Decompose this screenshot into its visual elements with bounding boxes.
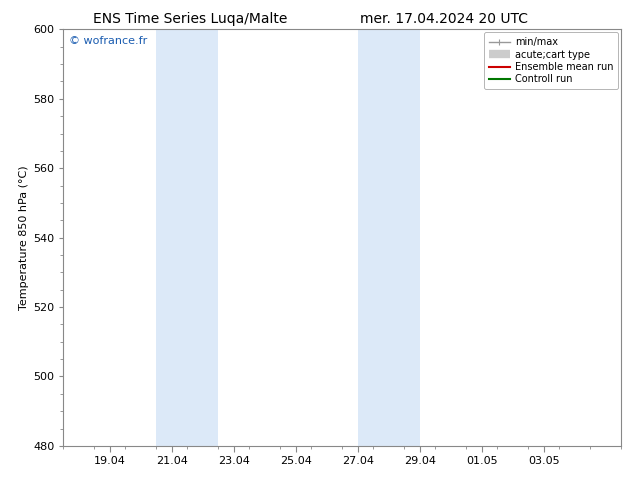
Text: ENS Time Series Luqa/Malte: ENS Time Series Luqa/Malte — [93, 12, 287, 26]
Text: mer. 17.04.2024 20 UTC: mer. 17.04.2024 20 UTC — [360, 12, 527, 26]
Bar — [358, 29, 420, 446]
Bar — [157, 29, 218, 446]
Legend: min/max, acute;cart type, Ensemble mean run, Controll run: min/max, acute;cart type, Ensemble mean … — [484, 32, 618, 89]
Text: © wofrance.fr: © wofrance.fr — [69, 36, 147, 46]
Y-axis label: Temperature 850 hPa (°C): Temperature 850 hPa (°C) — [19, 165, 29, 310]
